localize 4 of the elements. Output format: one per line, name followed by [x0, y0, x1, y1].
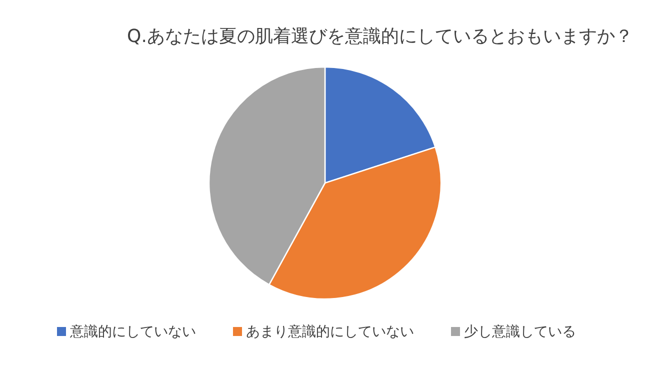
chart-title: Q.あなたは夏の肌着選びを意識的にしているとおもいますか？: [127, 26, 633, 47]
legend-label: 意識的にしていない: [69, 324, 196, 340]
legend-label: 少し意識している: [464, 324, 576, 340]
legend-label: あまり意識的にしていない: [246, 324, 414, 340]
